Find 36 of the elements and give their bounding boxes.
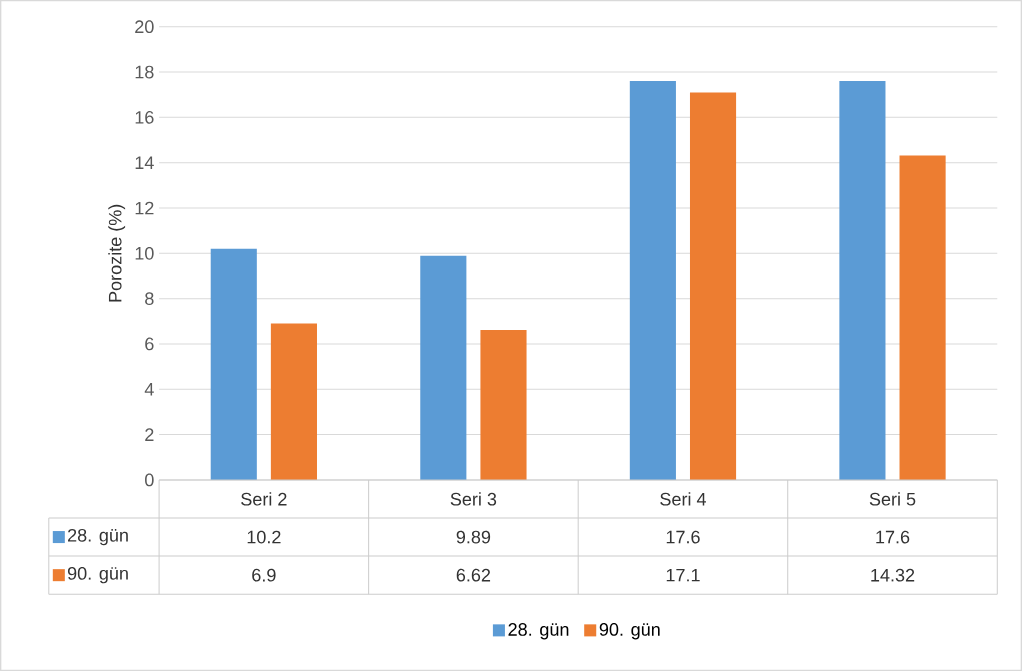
bar <box>689 92 737 480</box>
y-tick-label: 4 <box>144 383 154 396</box>
bar <box>839 81 886 480</box>
y-tick-label: 0 <box>145 473 154 487</box>
text: 28. gün <box>508 623 569 640</box>
bar <box>629 81 676 480</box>
bar <box>210 248 257 480</box>
data-label: 10.2 <box>247 530 281 544</box>
y-tick-label: 14 <box>135 156 154 169</box>
x-tick-label: Seri 4 <box>660 492 706 506</box>
bar <box>420 255 467 480</box>
legend-label: 90. gün <box>599 623 660 640</box>
y-tick-label: 16 <box>135 110 154 124</box>
y-tick-label: 10 <box>135 246 154 260</box>
data-label: 17.6 <box>666 530 700 544</box>
data-label: 17.1 <box>666 568 700 582</box>
y-tick-label: 6 <box>145 337 154 351</box>
y-tick-label: 8 <box>145 292 154 305</box>
bar <box>480 329 527 480</box>
data-label: 17.6 <box>876 530 910 544</box>
data-label: 9.89 <box>456 530 491 544</box>
y-axis-title: Porozite (%) <box>108 204 126 302</box>
x-tick-label: Seri 2 <box>241 492 287 506</box>
y-tick-label: 12 <box>135 201 154 215</box>
text: 90. gün <box>67 566 128 584</box>
y-tick-label: 20 <box>135 20 154 34</box>
y-tick-label: 18 <box>135 65 154 79</box>
x-tick-label: Seri 3 <box>450 492 497 506</box>
data-label: 6.9 <box>252 568 276 582</box>
data-label: 6.62 <box>456 568 491 582</box>
x-tick-label: Seri 5 <box>869 492 916 506</box>
data-label: 14.32 <box>871 568 915 582</box>
y-tick-label: 2 <box>145 428 154 441</box>
bar <box>899 155 946 480</box>
legend-label: 28. gün <box>68 528 128 546</box>
bar <box>270 323 317 480</box>
